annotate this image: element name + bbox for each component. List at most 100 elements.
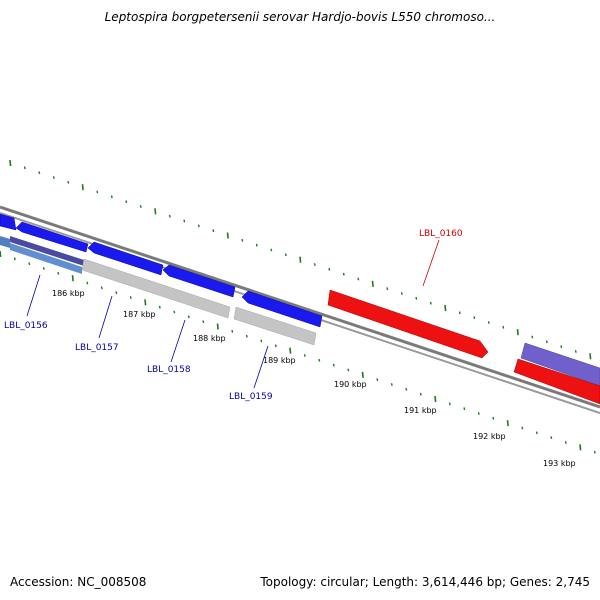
minor-tick [241, 238, 244, 242]
minor-tick [23, 166, 26, 170]
gene-bar-steel[interactable] [0, 236, 10, 248]
minor-tick [125, 200, 128, 204]
major-tick [371, 280, 374, 287]
gene-arrow-blue[interactable] [162, 264, 236, 298]
major-tick [154, 208, 157, 215]
minor-tick [521, 426, 524, 430]
minor-tick [52, 176, 55, 179]
minor-tick [463, 407, 466, 411]
gene-arrow-blue[interactable] [15, 221, 89, 253]
minor-tick [129, 296, 132, 299]
minor-tick [100, 286, 103, 290]
minor-tick [260, 339, 263, 343]
minor-tick [477, 412, 480, 415]
minor-tick [245, 334, 248, 338]
major-tick [444, 304, 447, 312]
minor-tick [376, 378, 379, 382]
gene-arrow-blue[interactable] [87, 241, 164, 276]
tick-label: 186 kbp [52, 289, 85, 298]
gene-arrow-blue[interactable] [0, 213, 17, 231]
minor-tick [139, 205, 142, 208]
minor-tick [332, 363, 335, 367]
minor-tick [270, 248, 273, 252]
minor-tick [487, 321, 490, 324]
gene-arrows-forward [327, 289, 600, 405]
gene-label-lbl-0159[interactable]: LBL_0159 [229, 392, 273, 402]
minor-tick [168, 214, 171, 218]
minor-tick [415, 296, 418, 300]
minor-tick [13, 257, 16, 261]
minor-tick [67, 180, 70, 184]
minor-tick [531, 335, 534, 339]
major-tick [579, 444, 582, 451]
major-tick [226, 232, 229, 239]
major-tick [81, 184, 84, 191]
gene-label-lbl-0157[interactable]: LBL_0157 [75, 343, 119, 353]
minor-tick [328, 267, 331, 271]
minor-tick [96, 190, 99, 194]
gene-bar-purple[interactable] [10, 236, 84, 266]
gene-label-lbl-0160[interactable]: LBL_0160 [419, 229, 463, 239]
major-tick [0, 250, 2, 258]
minor-tick [28, 262, 31, 266]
minor-tick [400, 292, 403, 295]
gene-label-lbl-0156[interactable]: LBL_0156 [4, 321, 48, 331]
minor-tick [405, 387, 408, 391]
major-tick [506, 420, 509, 427]
gene-bar-grey[interactable] [233, 306, 317, 346]
major-tick [9, 159, 12, 167]
minor-tick [86, 281, 89, 285]
gene-arrow-red[interactable] [513, 358, 600, 405]
gene-arrow-red[interactable] [327, 289, 489, 359]
minor-tick [183, 219, 186, 223]
tick-label: 189 kbp [263, 356, 296, 365]
minor-tick [57, 271, 60, 275]
minor-tick [212, 229, 215, 233]
minor-tick [492, 416, 495, 420]
minor-tick [574, 350, 577, 353]
minor-tick [560, 345, 563, 349]
minor-tick [535, 431, 538, 435]
minor-tick [115, 291, 118, 295]
minor-tick [458, 311, 461, 315]
tick-label: 193 kbp [543, 459, 576, 468]
minor-tick [419, 392, 422, 396]
minor-tick [318, 358, 321, 362]
minor-tick [158, 305, 161, 309]
minor-tick [357, 277, 360, 281]
gene-arrow-blue[interactable] [241, 290, 323, 328]
minor-tick [545, 340, 548, 344]
gene-labels: LBL_0156 LBL_0157 LBL_0158 LBL_0159 LBL_… [4, 229, 463, 402]
gene-arrows-reverse [0, 213, 323, 328]
minor-tick [197, 224, 200, 228]
gene-arrow-purple[interactable] [520, 342, 600, 387]
major-tick [434, 395, 437, 403]
major-tick [144, 299, 147, 306]
major-tick [289, 347, 292, 354]
minor-tick [550, 436, 553, 440]
major-tick [516, 329, 519, 336]
minor-tick [347, 368, 350, 372]
major-tick [216, 323, 219, 330]
topology-summary: Topology: circular; Length: 3,614,446 bp… [260, 575, 590, 589]
tick-label: 187 kbp [123, 310, 156, 319]
gene-arrows-second-row [0, 236, 317, 346]
minor-tick [473, 316, 476, 320]
kbp-labels: 186 kbp 187 kbp 188 kbp 189 kbp 190 kbp … [52, 289, 576, 468]
minor-tick [173, 310, 176, 314]
tick-label: 191 kbp [404, 406, 437, 415]
gene-bar-steel[interactable] [10, 243, 82, 274]
minor-tick [502, 325, 505, 329]
major-tick [299, 256, 302, 263]
minor-tick [255, 243, 258, 247]
gene-label-lbl-0158[interactable]: LBL_0158 [147, 365, 191, 375]
minor-tick [342, 272, 345, 276]
minor-tick [202, 320, 205, 324]
accession-text: Accession: NC_008508 [10, 575, 147, 589]
minor-tick [274, 344, 277, 348]
gene-bar-grey[interactable] [81, 258, 231, 319]
minor-tick [231, 329, 234, 333]
major-tick [71, 275, 74, 282]
major-tick [589, 353, 592, 360]
